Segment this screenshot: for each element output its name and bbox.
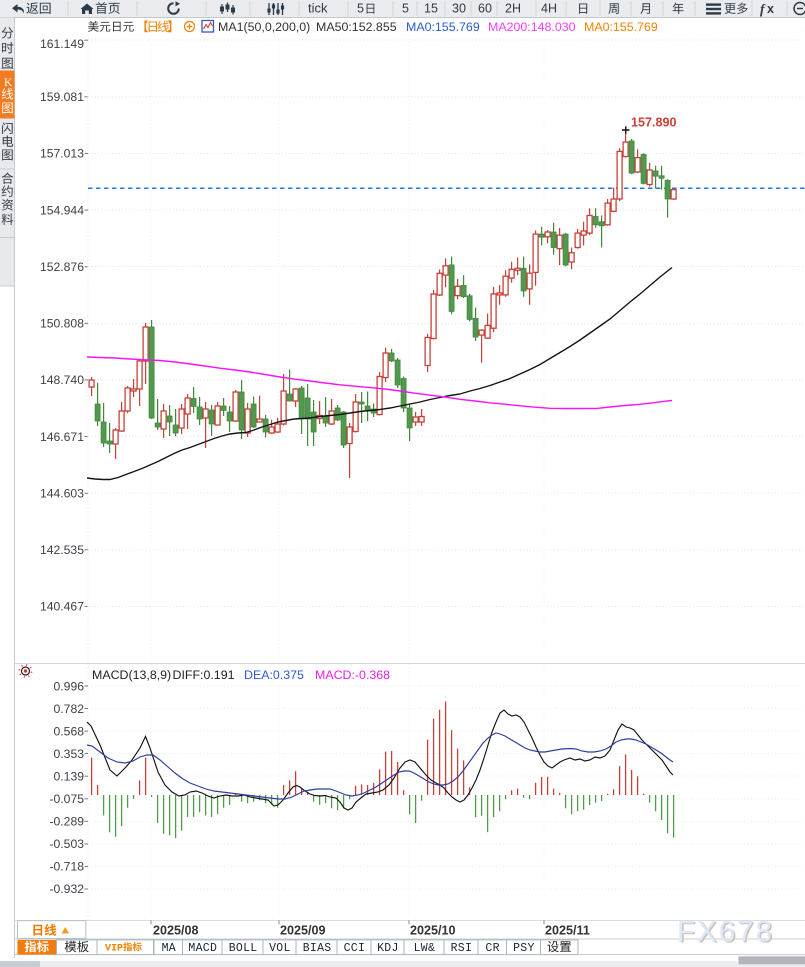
svg-text:RSI: RSI: [451, 942, 473, 955]
svg-text:-0.932: -0.932: [49, 882, 84, 896]
svg-text:-0.718: -0.718: [49, 860, 84, 874]
svg-text:f: f: [760, 2, 766, 17]
svg-text:150.808: 150.808: [40, 317, 84, 331]
svg-text:DIFF:0.191: DIFF:0.191: [173, 668, 235, 682]
svg-text:MACD: MACD: [188, 942, 217, 955]
svg-text:0.996: 0.996: [54, 679, 85, 693]
svg-text:MA0:155.769: MA0:155.769: [406, 20, 480, 34]
svg-text:MA0:155.769: MA0:155.769: [584, 20, 658, 34]
svg-text:BIAS: BIAS: [303, 942, 332, 955]
svg-text:157.890: 157.890: [631, 116, 677, 130]
svg-text:CCI: CCI: [344, 942, 366, 955]
svg-text:15: 15: [424, 2, 438, 16]
svg-text:154.944: 154.944: [40, 203, 84, 217]
svg-text:-0.289: -0.289: [49, 815, 84, 829]
svg-text:148.740: 148.740: [40, 373, 84, 387]
svg-text:0.353: 0.353: [54, 747, 85, 761]
svg-text:4H: 4H: [541, 2, 557, 16]
svg-text:157.013: 157.013: [40, 147, 84, 161]
svg-text:159.081: 159.081: [40, 90, 84, 104]
svg-text:30: 30: [452, 2, 466, 16]
svg-text:BOLL: BOLL: [229, 942, 258, 955]
svg-text:0.139: 0.139: [54, 770, 85, 784]
svg-text:CR: CR: [485, 942, 499, 955]
svg-text:2H: 2H: [505, 2, 521, 16]
svg-text:0.782: 0.782: [54, 702, 85, 716]
svg-text:K: K: [4, 77, 13, 89]
svg-text:146.671: 146.671: [40, 430, 84, 444]
svg-text:MACD(13,8,9): MACD(13,8,9): [92, 668, 171, 682]
svg-text:140.467: 140.467: [40, 600, 84, 614]
svg-text:2025/09: 2025/09: [280, 924, 326, 938]
svg-text:FX678: FX678: [677, 915, 774, 948]
svg-text:MA1(50,0,200,0): MA1(50,0,200,0): [218, 20, 310, 34]
svg-text:2025/10: 2025/10: [410, 924, 456, 938]
svg-text:VOL: VOL: [269, 942, 291, 955]
svg-text:2025/08: 2025/08: [153, 924, 199, 938]
svg-text:MA200:148.030: MA200:148.030: [488, 20, 576, 34]
svg-text:PSY: PSY: [513, 942, 535, 955]
svg-text:KDJ: KDJ: [377, 942, 399, 955]
svg-text:0.568: 0.568: [54, 724, 85, 738]
svg-text:FX678: FX678: [679, 917, 776, 950]
svg-text:MA50:152.855: MA50:152.855: [316, 20, 397, 34]
svg-text:142.535: 142.535: [40, 543, 84, 557]
svg-text:-0.503: -0.503: [49, 837, 84, 851]
svg-text:DEA:0.375: DEA:0.375: [244, 668, 304, 682]
svg-text:LW&: LW&: [414, 942, 436, 955]
svg-text:5: 5: [402, 2, 409, 16]
svg-text:144.603: 144.603: [40, 487, 84, 501]
svg-text:MA: MA: [162, 942, 176, 955]
svg-text:VIP: VIP: [105, 944, 123, 955]
svg-text:-0.075: -0.075: [49, 792, 84, 806]
svg-text:5: 5: [357, 2, 364, 16]
svg-text:MACD:-0.368: MACD:-0.368: [315, 668, 390, 682]
svg-text:2025/11: 2025/11: [545, 924, 590, 938]
svg-text:x: x: [767, 2, 774, 16]
svg-text:tick: tick: [308, 1, 328, 16]
svg-text:60: 60: [478, 2, 492, 16]
svg-text:152.876: 152.876: [40, 260, 84, 274]
svg-text:161.149: 161.149: [40, 37, 84, 51]
